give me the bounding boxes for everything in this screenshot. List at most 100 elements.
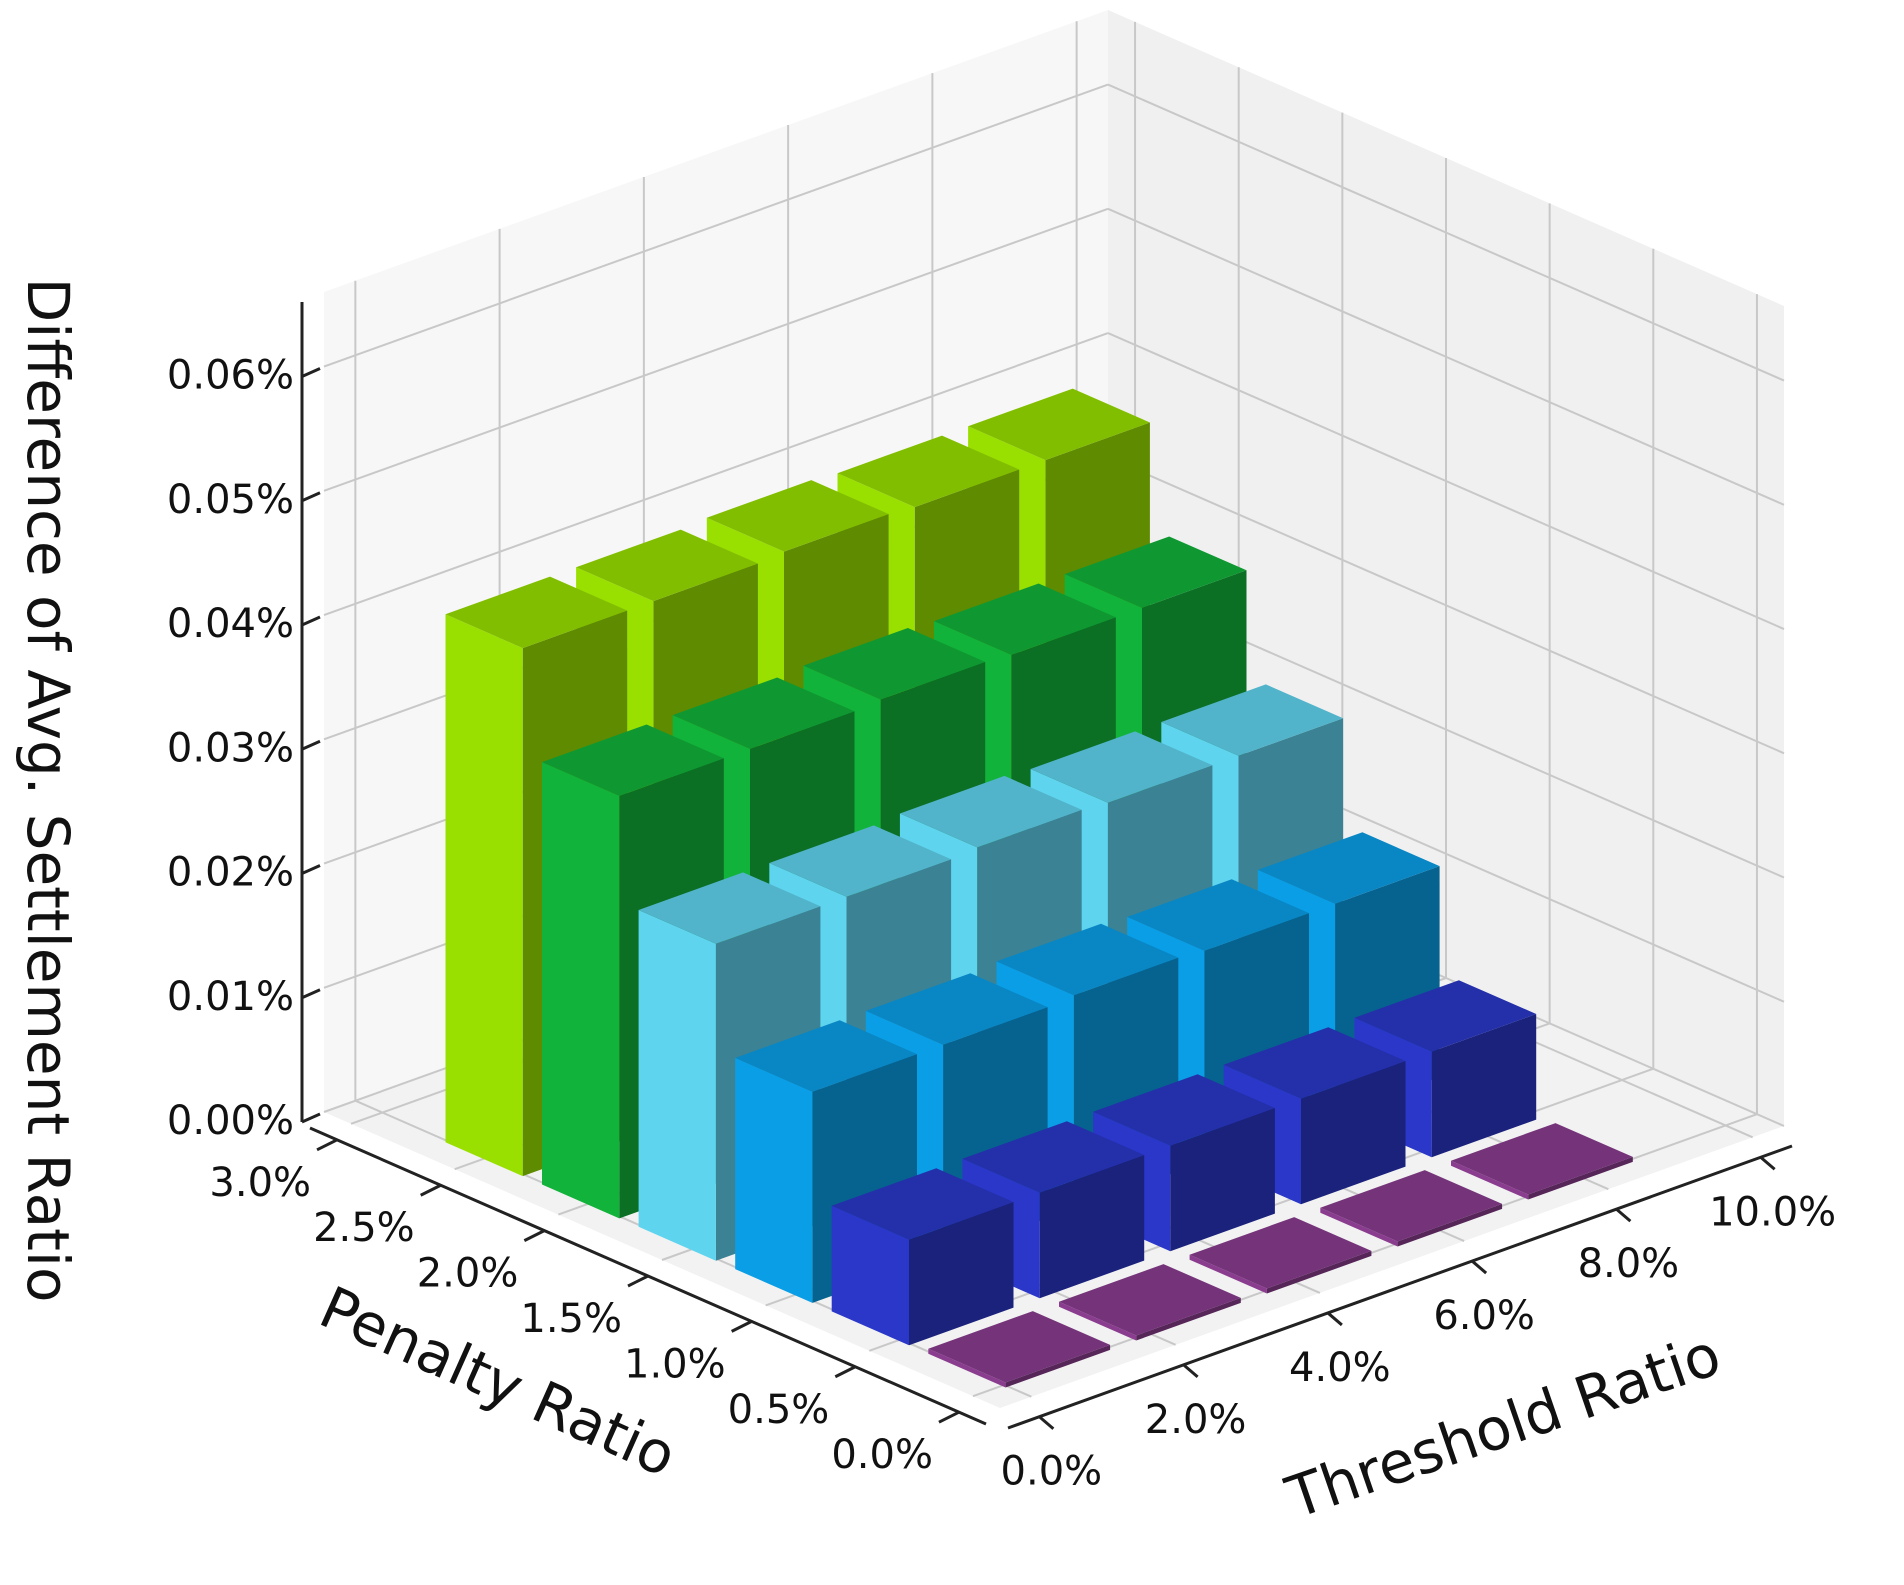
y-tick: [834, 1365, 856, 1379]
bar: [1223, 1027, 1406, 1205]
bar-face-top: [934, 583, 1116, 655]
bar-face-top: [1161, 684, 1344, 756]
bar-face-top: [928, 1311, 1111, 1383]
y-tick: [523, 1229, 546, 1242]
x-tick: [1326, 1311, 1343, 1327]
bar-face-left: [735, 1057, 813, 1303]
z-tick-label: 0.04%: [167, 601, 294, 647]
bar: [1451, 1123, 1633, 1200]
bar-face-top: [962, 1121, 1145, 1193]
axes-group: [300, 302, 1793, 1430]
z-tick-label: 0.01%: [167, 974, 294, 1020]
bar-face-top: [1320, 1170, 1503, 1242]
bar-face-top: [1030, 731, 1213, 803]
bar-face-right: [1266, 1250, 1372, 1294]
y-tick: [420, 1183, 442, 1197]
bar-face-top: [1354, 980, 1537, 1052]
y-tick-label: 0.0%: [831, 1432, 933, 1478]
x-tick-label: 0.0%: [1001, 1449, 1103, 1495]
bar-face-top: [1127, 879, 1309, 951]
bar-face-top: [996, 923, 1179, 996]
y-tick-label: 2.5%: [313, 1205, 415, 1251]
y-tick-label: 1.0%: [624, 1341, 726, 1387]
y-tick: [938, 1410, 960, 1424]
bar-face-top: [769, 825, 952, 897]
x-tick: [1615, 1208, 1632, 1223]
bar-face-top: [735, 1020, 917, 1092]
bar-face-right: [1170, 1108, 1275, 1252]
z-tick-label: 0.05%: [167, 477, 294, 523]
bar-face-top: [1059, 1264, 1241, 1336]
bar-face-top: [706, 480, 889, 552]
bar-face-top: [837, 435, 1020, 508]
bar-face-top: [542, 724, 724, 796]
z-tick-label: 0.02%: [167, 850, 294, 896]
grid-line-z-right: [1107, 456, 1785, 755]
bar-face-top: [1189, 1217, 1372, 1289]
x-tick-label: 10.0%: [1709, 1189, 1836, 1235]
z-axis-title: Difference of Avg. Settlement Ratio: [14, 278, 82, 1303]
bar-face-right: [1005, 1344, 1111, 1388]
grid-line-z-right: [1107, 332, 1785, 630]
bar-face-left: [542, 762, 620, 1219]
grid-line-z-right: [1107, 207, 1785, 506]
bar-face-top: [968, 388, 1150, 461]
z-tick-label: 0.00%: [167, 1098, 294, 1144]
y-tick-label: 1.5%: [520, 1296, 622, 1342]
bar: [1189, 1217, 1372, 1294]
z-tick: [301, 988, 321, 1000]
y-tick-label: 2.0%: [417, 1251, 519, 1297]
x-tick: [1038, 1415, 1055, 1430]
bar-face-right: [1397, 1203, 1503, 1247]
bar-face-top: [1257, 832, 1440, 904]
bar: [1320, 1170, 1503, 1247]
bar-face-top: [865, 973, 1048, 1045]
z-tick: [301, 367, 321, 378]
bar-face-left: [1189, 1254, 1267, 1294]
bar: [1059, 1264, 1241, 1341]
bar-face-top: [672, 677, 855, 749]
y-tick: [316, 1138, 338, 1152]
tick-labels-group: 0.00%0.01%0.02%0.03%0.04%0.05%0.06%0.0%0…: [167, 353, 1836, 1495]
bars-group: [445, 388, 1633, 1388]
y-tick-label: 0.5%: [728, 1387, 830, 1433]
bar-face-left: [445, 614, 523, 1177]
bar-face-left: [831, 1205, 909, 1346]
bar: [831, 1168, 1014, 1346]
x-tick-label: 6.0%: [1433, 1293, 1535, 1339]
bar-face-left: [1451, 1160, 1529, 1200]
bar-face-left: [928, 1348, 1006, 1388]
grid-line-z-left: [323, 83, 1109, 368]
bar-face-top: [899, 775, 1082, 848]
z-tick: [301, 1112, 321, 1124]
grid-line-z-right: [1107, 83, 1785, 382]
z-tick-label: 0.03%: [167, 725, 294, 771]
y-tick: [730, 1320, 753, 1333]
x-tick: [1182, 1363, 1199, 1378]
x-axis-line: [1007, 1144, 1793, 1430]
bar-face-right: [1431, 1014, 1537, 1158]
bar-face-left: [1059, 1301, 1137, 1341]
x-tick: [1471, 1259, 1488, 1275]
bar-face-top: [803, 628, 986, 700]
bar: [928, 1311, 1111, 1388]
bar-face-top: [831, 1168, 1014, 1240]
z-tick-label: 0.06%: [167, 353, 294, 399]
bar-face-top: [1223, 1027, 1406, 1099]
bar-face-top: [1064, 536, 1247, 608]
bar-face-top: [1093, 1074, 1275, 1146]
z-tick: [301, 491, 321, 503]
bar-face-top: [576, 529, 758, 602]
x-tick-label: 2.0%: [1145, 1397, 1247, 1443]
x-tick: [1759, 1156, 1776, 1171]
y-tick: [627, 1274, 649, 1288]
bar-face-right: [1136, 1297, 1241, 1341]
bar-face-right: [1301, 1061, 1406, 1205]
bar-face-right: [1528, 1156, 1633, 1200]
bar-face-left: [638, 910, 716, 1261]
bar-face-top: [445, 576, 628, 649]
grid-line-z-left: [323, 207, 1109, 492]
bar-face-top: [638, 872, 821, 944]
